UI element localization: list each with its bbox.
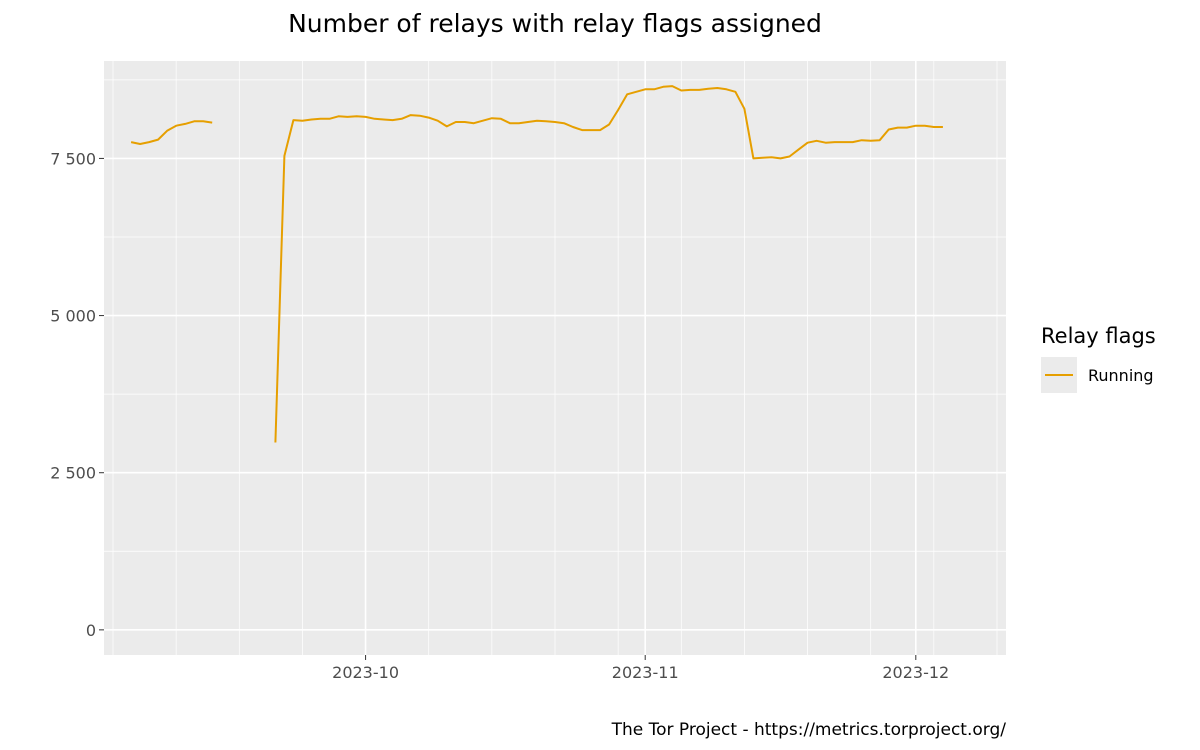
legend-title: Relay flags	[1041, 324, 1156, 348]
caption: The Tor Project - https://metrics.torpro…	[611, 720, 1007, 740]
legend-label-running: Running	[1088, 366, 1154, 385]
x-axis: 2023-10 2023-11 2023-12	[332, 663, 949, 682]
series-line-running	[274, 85, 943, 443]
series-line-running	[130, 120, 213, 145]
legend: Relay flags Running	[1041, 324, 1156, 393]
major-gridlines	[99, 61, 1006, 660]
y-tick-label: 7 500	[50, 149, 96, 168]
y-tick-label: 5 000	[50, 307, 96, 326]
y-axis: 0 2 500 5 000 7 500	[50, 149, 96, 639]
y-tick-label: 2 500	[50, 464, 96, 483]
x-tick-label: 2023-11	[612, 663, 679, 682]
x-tick-label: 2023-10	[332, 663, 399, 682]
y-tick-label: 0	[86, 621, 96, 640]
x-tick-label: 2023-12	[882, 663, 949, 682]
minor-gridlines	[104, 61, 1006, 655]
chart-title: Number of relays with relay flags assign…	[288, 9, 822, 38]
series-layer	[130, 85, 943, 443]
